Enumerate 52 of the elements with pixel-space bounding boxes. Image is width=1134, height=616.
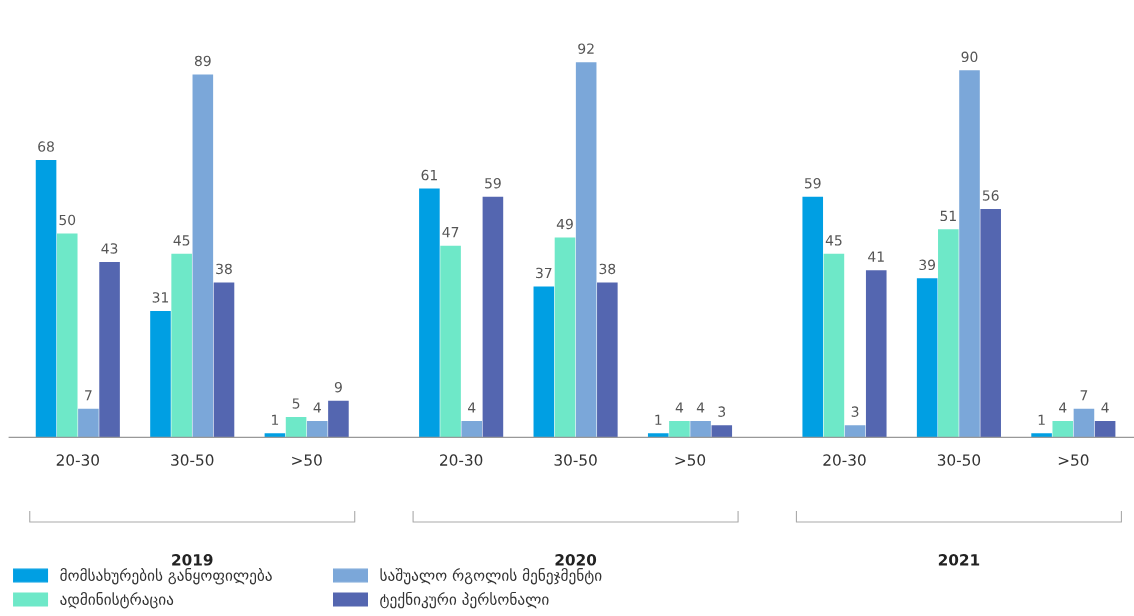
x-tick-label: 20-30 — [56, 454, 99, 466]
data-label: 41 — [868, 251, 884, 262]
data-label: 3 — [851, 406, 859, 417]
data-label: 7 — [85, 390, 92, 401]
data-label: 5 — [292, 398, 300, 409]
x-tick-label: >50 — [675, 454, 706, 466]
data-label: 7 — [1080, 390, 1088, 401]
data-label: 38 — [216, 263, 232, 275]
legend-label: ტექნიკური პერსონალი — [380, 592, 549, 609]
legend-label: საშუალო რგოლის მენეჯმენტი — [380, 567, 602, 585]
data-label: 61 — [421, 169, 437, 181]
x-tick-label: 30-50 — [171, 454, 214, 466]
data-label: 38 — [599, 263, 616, 275]
data-label: 37 — [536, 267, 552, 279]
data-label: 31 — [152, 292, 169, 303]
data-label: 47 — [442, 227, 459, 238]
text: 2019 — [172, 554, 213, 566]
data-label: 45 — [173, 235, 190, 246]
x-tick-label: 20-30 — [440, 454, 483, 466]
data-label: 1 — [272, 414, 279, 425]
x-tick-label: 20-30 — [823, 454, 866, 466]
x-tick-label: 30-50 — [554, 454, 597, 466]
legend-label: მომსახურების განყოფილება — [60, 567, 272, 585]
data-label: 51 — [940, 210, 956, 222]
data-label: 92 — [578, 43, 594, 54]
data-label: 59 — [804, 177, 821, 189]
legend-label: ადმინისტრაცია — [60, 592, 174, 609]
data-label: 1 — [1038, 414, 1045, 425]
x-tick-label: 30-50 — [937, 454, 981, 466]
data-label: 50 — [59, 214, 76, 226]
data-label: 89 — [194, 55, 211, 67]
data-label: 4 — [313, 402, 321, 413]
data-label: 4 — [1101, 402, 1109, 413]
data-label: 59 — [485, 177, 501, 189]
data-label: 4 — [675, 402, 684, 413]
x-tick-label: >50 — [292, 454, 322, 466]
text: 2021 — [938, 554, 980, 566]
x-tick-label: >50 — [1058, 454, 1089, 466]
data-label: 4 — [468, 402, 476, 413]
text: 2020 — [555, 554, 597, 566]
data-label: 1 — [655, 414, 662, 425]
data-label: 68 — [38, 141, 54, 152]
data-label: 3 — [718, 406, 726, 417]
data-label: 49 — [556, 218, 573, 230]
data-label: 39 — [919, 259, 936, 271]
data-label: 9 — [334, 381, 342, 393]
data-label: 45 — [825, 235, 842, 246]
data-label: 4 — [1059, 402, 1067, 413]
data-label: 90 — [961, 51, 978, 63]
data-label: 4 — [696, 402, 705, 413]
data-label: 43 — [101, 243, 118, 254]
data-label: 56 — [982, 190, 999, 201]
